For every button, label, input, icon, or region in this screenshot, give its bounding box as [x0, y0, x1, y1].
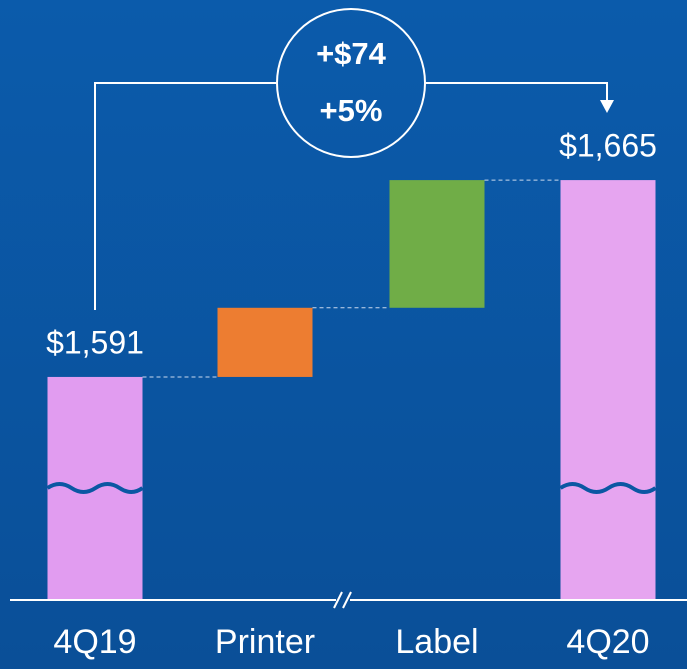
bar	[560, 180, 656, 600]
x-tick-label: 4Q19	[53, 623, 136, 661]
break-mark	[46, 482, 144, 494]
axis-break	[342, 591, 352, 609]
value-label: $1,665	[559, 128, 657, 164]
bracket	[426, 82, 608, 102]
annotation: +5%	[320, 93, 383, 128]
x-tick-label: Label	[395, 623, 478, 661]
bar	[389, 180, 485, 308]
value-label: $1,591	[46, 324, 144, 360]
x-tick-label: Printer	[215, 623, 315, 661]
bars	[46, 179, 657, 600]
bar	[217, 307, 313, 377]
axis-break	[333, 591, 343, 609]
x-tick-label: 4Q20	[566, 623, 649, 661]
break-mark	[559, 482, 657, 494]
bracket	[94, 82, 276, 310]
change-circle	[276, 8, 426, 158]
arrowhead	[600, 100, 614, 113]
annotation: +$74	[316, 36, 387, 71]
